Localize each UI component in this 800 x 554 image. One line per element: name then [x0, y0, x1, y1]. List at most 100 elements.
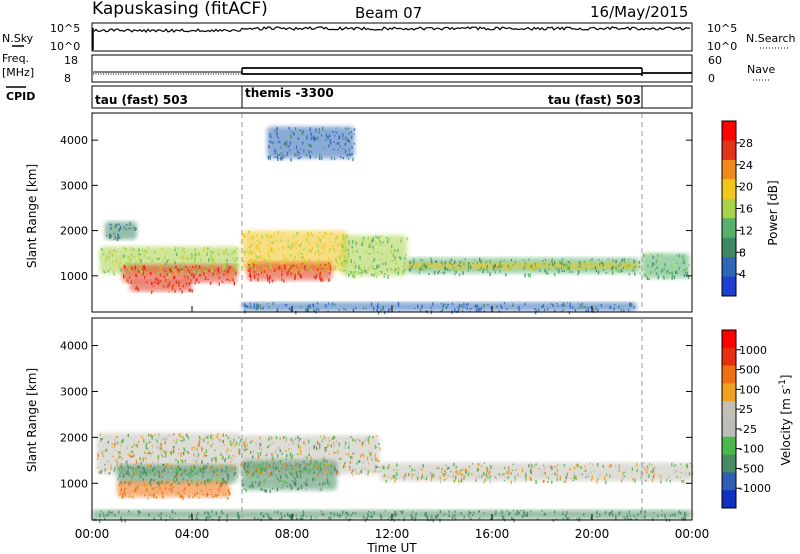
power-speckle-10-24 [614, 304, 616, 306]
velocity-speckle-4-139 [242, 478, 244, 483]
power-speckle-4-17 [337, 264, 340, 266]
power-speckle-4-216 [303, 259, 305, 261]
velocity-speckle-3-51 [276, 469, 278, 474]
power-speckle-7-77 [418, 271, 421, 274]
velocity-speckle-5-63 [456, 470, 459, 473]
power-speckle-0-99 [225, 248, 227, 253]
velocity-speckle-6-11 [523, 510, 525, 514]
velocity-speckle-0-191 [238, 451, 241, 455]
velocity-speckle-6-235 [506, 510, 509, 512]
velocity-speckle-5-248 [388, 476, 390, 478]
velocity-speckle-5-198 [484, 479, 486, 481]
power-speckle-6-121 [373, 274, 375, 277]
power-speckle-0-54 [236, 247, 238, 250]
power-speckle-7-139 [449, 269, 451, 271]
power-speckle-0-60 [139, 268, 142, 273]
power-speckle-4-186 [242, 260, 245, 263]
power-speckle-7-189 [633, 260, 636, 264]
velocity-speckle-5-143 [510, 480, 512, 485]
velocity-speckle-3-107 [336, 472, 338, 476]
velocity-speckle-3-264 [324, 457, 326, 459]
power-speckle-7-137 [501, 264, 503, 267]
velocity-speckle-3-203 [308, 470, 310, 475]
power-speckle-6-18 [380, 235, 383, 237]
power-speckle-7-36 [561, 262, 563, 266]
power-speckle-0-208 [126, 264, 129, 266]
velocity-speckle-5-111 [455, 465, 457, 469]
power-speckle-5-62 [294, 273, 296, 277]
power-speckle-0-141 [198, 252, 201, 256]
power-speckle-7-132 [547, 272, 549, 275]
velocity-speckle-0-51 [143, 451, 146, 454]
power-colorbar-swatch-0 [722, 121, 736, 141]
power-speckle-4-150 [310, 232, 312, 235]
velocity-speckle-6-128 [171, 509, 174, 513]
velocity-speckle-6-29 [226, 514, 228, 519]
velocity-speckle-6-135 [653, 512, 655, 514]
power-speckle-11-98 [325, 132, 327, 134]
velocity-speckle-0-197 [147, 452, 150, 455]
velocity-speckle-4-20 [287, 475, 289, 479]
power-speckle-7-55 [482, 270, 484, 274]
power-speckle-11-96 [267, 156, 270, 159]
velocity-speckle-0-168 [157, 442, 159, 445]
power-speckle-0-153 [187, 257, 189, 261]
velocity-speckle-6-303 [138, 511, 140, 515]
power-speckle-6-75 [345, 273, 347, 275]
velocity-speckle-5-166 [683, 479, 685, 483]
velocity-speckle-0-288 [214, 458, 217, 461]
power-speckle-6-44 [372, 261, 374, 263]
velocity-speckle-0-80 [215, 459, 217, 463]
power-speckle-4-64 [271, 247, 273, 251]
power-speckle-11-47 [351, 135, 353, 139]
power-speckle-6-0 [386, 268, 389, 272]
power-speckle-11-97 [284, 142, 287, 145]
power-speckle-7-187 [569, 262, 571, 266]
power-speckle-8-6 [603, 265, 606, 267]
velocity-speckle-0-262 [152, 461, 154, 463]
power-speckle-4-77 [258, 263, 260, 266]
velocity-speckle-0-158 [239, 439, 242, 443]
power-speckle-10-25 [441, 308, 444, 312]
velocity-speckle-0-290 [201, 462, 203, 464]
velocity-speckle-4-122 [297, 487, 300, 491]
power-speckle-4-178 [267, 244, 270, 246]
velocity-speckle-4-151 [281, 487, 283, 489]
velocity-speckle-5-153 [396, 463, 398, 467]
power-speckle-5-82 [249, 271, 251, 273]
power-speckle-8-12 [570, 265, 573, 268]
velocity-speckle-0-331 [182, 452, 185, 456]
power-speckle-10-129 [562, 303, 564, 307]
velocity-speckle-3-134 [246, 443, 248, 448]
velocity-speckle-1-50 [139, 465, 141, 467]
power-speckle-4-145 [312, 271, 314, 273]
power-speckle-4-7 [260, 255, 262, 259]
velocity-speckle-4-140 [306, 483, 309, 486]
velocity-speckle-4-8 [294, 481, 296, 484]
velocity-speckle-5-161 [551, 480, 553, 484]
velocity-speckle-4-7 [286, 484, 289, 488]
power-speckle-0-10 [160, 270, 162, 272]
power-speckle-8-41 [498, 263, 500, 265]
velocity-speckle-3-220 [358, 471, 360, 476]
power-speckle-4-148 [253, 259, 256, 263]
power-speckle-10-188 [461, 309, 464, 313]
power-speckle-4-69 [296, 232, 298, 236]
power-speckle-4-29 [271, 269, 274, 271]
velocity-speckle-5-66 [541, 472, 544, 476]
velocity-speckle-5-144 [671, 462, 673, 467]
velocity-speckle-5-16 [471, 463, 474, 465]
velocity-speckle-0-147 [151, 445, 154, 448]
power-speckle-11-136 [325, 133, 328, 138]
velocity-speckle-6-74 [566, 511, 568, 515]
velocity-speckle-4-138 [285, 468, 287, 471]
velocity-speckle-0-256 [207, 468, 209, 472]
power-speckle-4-139 [242, 233, 244, 238]
power-speckle-10-31 [590, 306, 592, 309]
power-speckle-6-76 [355, 242, 357, 245]
power-speckle-9-22 [671, 272, 674, 277]
power-speckle-10-47 [259, 306, 262, 310]
velocity-speckle-4-91 [309, 469, 311, 473]
velocity-speckle-0-57 [139, 456, 141, 460]
power-speckle-0-36 [116, 261, 118, 265]
